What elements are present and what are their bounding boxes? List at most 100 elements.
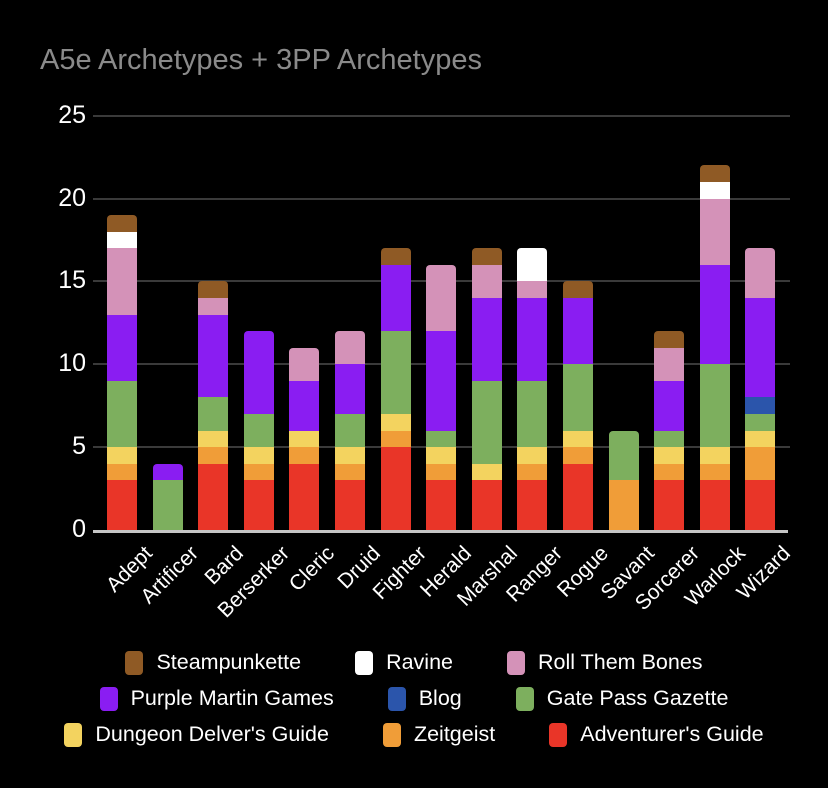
bar-segment — [107, 464, 137, 480]
y-axis-label: 15 — [58, 266, 86, 294]
legend-swatch-icon — [99, 686, 118, 711]
bar-segment — [153, 464, 183, 480]
legend-item: Ravine — [355, 649, 453, 676]
y-axis-label: 25 — [58, 101, 86, 129]
legend-swatch-icon — [382, 722, 401, 747]
legend-swatch-icon — [387, 686, 406, 711]
bar-segment — [563, 447, 593, 464]
legend-item: Dungeon Delver's Guide — [64, 721, 329, 748]
bar-segment — [654, 464, 684, 480]
bar-segment — [335, 480, 365, 530]
legend-swatch-icon — [515, 686, 534, 711]
bar-segment — [198, 315, 228, 397]
x-axis-line — [93, 530, 788, 533]
legend-label: Adventurer's Guide — [580, 722, 764, 746]
bar-segment — [517, 248, 547, 281]
bar-segment — [381, 265, 411, 331]
bar-segment — [654, 447, 684, 464]
bar-segment — [244, 447, 274, 464]
bar-segment — [335, 447, 365, 464]
bar-segment — [517, 381, 547, 447]
bar-segment — [107, 480, 137, 530]
bar-segment — [198, 464, 228, 530]
bar-segment — [745, 447, 775, 480]
bar-segment — [700, 182, 730, 199]
bar-segment — [381, 248, 411, 265]
bar-segment — [426, 447, 456, 464]
bar-segment — [700, 464, 730, 480]
bar-segment — [426, 480, 456, 530]
legend-label: Dungeon Delver's Guide — [95, 722, 329, 746]
bar-segment — [289, 447, 319, 464]
legend-item: Roll Them Bones — [507, 649, 703, 676]
bar-segment — [700, 480, 730, 530]
bar-segment — [609, 431, 639, 480]
bar-segment — [289, 381, 319, 431]
bar-segment — [700, 364, 730, 447]
bar-segment — [472, 381, 502, 464]
bar-segment — [426, 331, 456, 431]
y-axis-label: 10 — [58, 349, 86, 377]
bar-segment — [244, 464, 274, 480]
bar-segment — [700, 447, 730, 464]
bar-segment — [335, 331, 365, 364]
chart-legend: Steampunkette Ravine Roll Them Bones Purple… — [0, 649, 828, 748]
bar-segment — [472, 248, 502, 265]
bar-segment — [198, 281, 228, 298]
bar-segment — [107, 447, 137, 464]
legend-swatch-icon — [125, 650, 144, 675]
bar-segment — [107, 215, 137, 232]
bar-segment — [107, 232, 137, 248]
bar-segment — [517, 447, 547, 464]
bar-segment — [244, 414, 274, 447]
gridline — [93, 198, 790, 200]
bar-segment — [563, 431, 593, 447]
bar-segment — [107, 381, 137, 447]
legend-item: Steampunkette — [125, 649, 301, 676]
bar-segment — [654, 348, 684, 381]
y-axis-label: 0 — [72, 515, 86, 543]
bar-segment — [244, 331, 274, 414]
bar-segment — [517, 464, 547, 480]
legend-item: Gate Pass Gazette — [515, 685, 728, 712]
bar-segment — [654, 331, 684, 348]
bar-segment — [517, 480, 547, 530]
bar-segment — [244, 480, 274, 530]
bar-segment — [745, 298, 775, 397]
legend-row: Purple Martin Games Blog Gate Pass Gazette — [99, 685, 728, 712]
bar-segment — [563, 364, 593, 431]
bar-segment — [609, 480, 639, 530]
legend-row: Dungeon Delver's Guide Zeitgeist Adventure… — [64, 721, 764, 748]
bar-segment — [153, 480, 183, 530]
bar-segment — [654, 431, 684, 447]
bar-segment — [198, 298, 228, 315]
bar-segment — [517, 298, 547, 381]
legend-item: Purple Martin Games — [99, 685, 334, 712]
legend-item: Zeitgeist — [382, 721, 495, 748]
bar-segment — [654, 480, 684, 530]
bar-segment — [198, 447, 228, 464]
bar-segment — [107, 248, 137, 315]
gridline — [93, 115, 790, 117]
bar-segment — [335, 414, 365, 447]
bar-segment — [700, 199, 730, 265]
bar-segment — [472, 464, 502, 480]
bar-segment — [517, 281, 547, 298]
legend-label: Roll Them Bones — [538, 650, 703, 674]
bar-segment — [745, 397, 775, 414]
legend-label: Steampunkette — [156, 650, 302, 674]
legend-label: Ravine — [386, 650, 454, 674]
bar-segment — [381, 414, 411, 431]
legend-label: Blog — [418, 686, 462, 710]
bar-segment — [745, 248, 775, 298]
bar-segment — [745, 414, 775, 431]
bar-segment — [289, 348, 319, 381]
bar-segment — [198, 397, 228, 431]
legend-swatch-icon — [549, 722, 568, 747]
legend-swatch-icon — [507, 650, 526, 675]
bar-segment — [426, 464, 456, 480]
bar-segment — [563, 298, 593, 364]
bar-segment — [381, 447, 411, 530]
